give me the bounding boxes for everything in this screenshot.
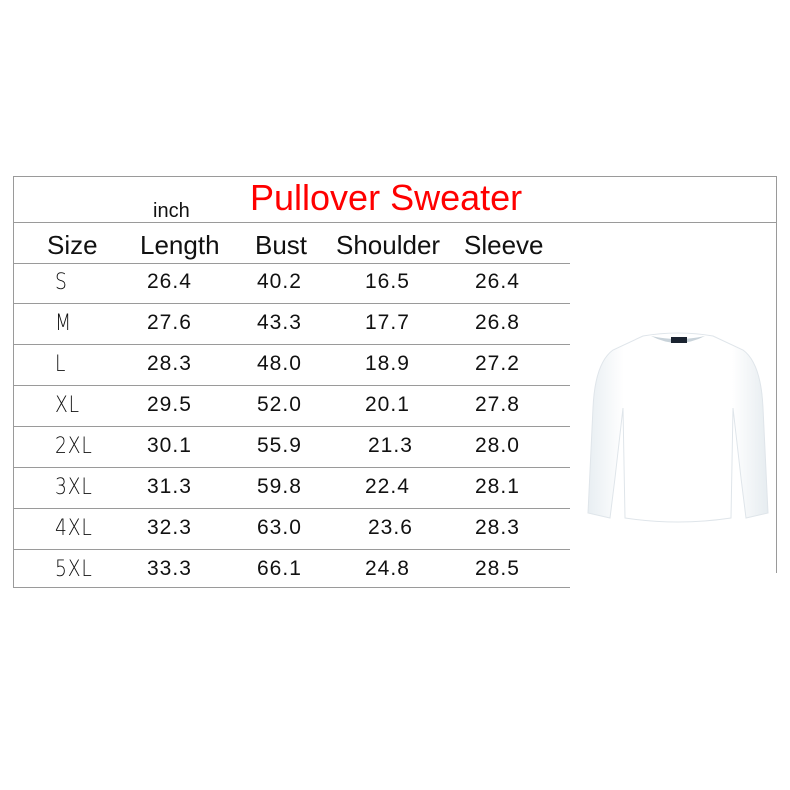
measurement-cell: 66.1 [257,557,302,580]
measurement-cell: 16.5 [365,270,410,293]
row-divider [13,467,570,468]
row-divider [13,587,570,588]
measurement-cell: 52.0 [257,393,302,416]
measurement-cell: 29.5 [147,393,192,416]
row-divider [13,344,570,345]
size-cell: XL [55,393,80,418]
measurement-cell: 17.7 [365,311,410,334]
measurement-cell: 40.2 [257,270,302,293]
size-cell: L [55,352,67,377]
column-header-bust: Bust [255,230,308,260]
sweater-image [587,332,769,523]
column-header-shoulder: Shoulder [336,230,441,260]
measurement-cell: 27.6 [147,311,192,334]
size-cell: 4XL [55,516,93,541]
border-top [13,176,777,177]
unit-label: inch [153,200,190,222]
measurement-cell: 63.0 [257,516,302,539]
measurement-cell: 32.3 [147,516,192,539]
measurement-cell: 28.3 [475,516,520,539]
chart-title: Pullover Sweater [250,177,523,218]
measurement-cell: 21.3 [368,434,413,457]
measurement-cell: 43.3 [257,311,302,334]
row-divider [13,549,570,550]
measurement-cell: 27.8 [475,393,520,416]
size-cell: 5XL [55,557,93,582]
measurement-cell: 28.1 [475,475,520,498]
measurement-cell: 20.1 [365,393,410,416]
column-header-length: Length [140,230,220,260]
title-divider [13,222,777,223]
measurement-cell: 18.9 [365,352,410,375]
border-right [776,176,777,573]
measurement-cell: 23.6 [368,516,413,539]
measurement-cell: 55.9 [257,434,302,457]
measurement-cell: 59.8 [257,475,302,498]
measurement-cell: 31.3 [147,475,192,498]
column-header-sleeve: Sleeve [464,230,544,260]
size-cell: M [55,311,72,336]
measurement-cell: 28.5 [475,557,520,580]
size-cell: S [55,270,68,295]
measurement-cell: 28.0 [475,434,520,457]
size-cell: 2XL [55,434,93,459]
measurement-cell: 33.3 [147,557,192,580]
measurement-cell: 26.4 [147,270,192,293]
row-divider [13,385,570,386]
measurement-cell: 27.2 [475,352,520,375]
border-left [13,176,14,588]
measurement-cell: 26.8 [475,311,520,334]
size-cell: 3XL [55,475,93,500]
column-header-size: Size [47,230,98,260]
measurement-cell: 48.0 [257,352,302,375]
measurement-cell: 22.4 [365,475,410,498]
row-divider [13,426,570,427]
row-divider [13,508,570,509]
measurement-cell: 30.1 [147,434,192,457]
row-divider [13,263,570,264]
measurement-cell: 26.4 [475,270,520,293]
measurement-cell: 24.8 [365,557,410,580]
row-divider [13,303,570,304]
measurement-cell: 28.3 [147,352,192,375]
